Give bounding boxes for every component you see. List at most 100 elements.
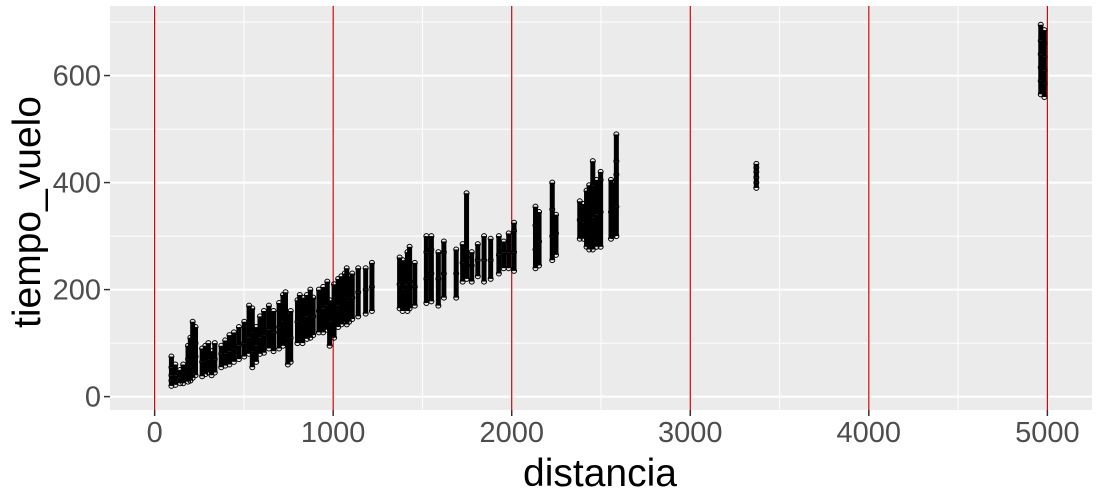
data-point xyxy=(320,283,327,290)
data-point xyxy=(294,318,301,325)
data-points xyxy=(168,21,1048,389)
y-tick-label: 600 xyxy=(53,61,101,93)
data-point xyxy=(511,267,518,274)
data-point xyxy=(549,206,556,213)
data-point xyxy=(310,332,317,339)
x-tick-label: 3000 xyxy=(658,417,723,449)
data-point xyxy=(474,273,481,280)
data-point xyxy=(511,249,518,256)
data-point xyxy=(435,302,442,309)
data-point xyxy=(331,334,338,341)
data-point xyxy=(511,219,518,226)
data-point xyxy=(218,342,225,349)
data-point xyxy=(487,257,494,264)
data-point xyxy=(487,235,494,242)
data-point xyxy=(1041,27,1048,34)
data-point xyxy=(463,275,470,282)
data-point xyxy=(276,299,283,306)
data-point xyxy=(435,249,442,256)
data-point xyxy=(253,342,260,349)
data-point xyxy=(192,372,199,379)
data-point xyxy=(549,257,556,264)
x-tick-label: 4000 xyxy=(837,417,902,449)
data-point xyxy=(299,294,306,301)
data-point xyxy=(343,265,350,272)
data-point xyxy=(532,222,539,229)
data-point xyxy=(260,349,267,356)
data-point xyxy=(324,302,331,309)
data-point xyxy=(468,278,475,285)
data-point xyxy=(399,257,406,264)
data-point xyxy=(536,238,543,245)
data-point xyxy=(241,318,248,325)
data-point xyxy=(583,187,590,194)
data-point xyxy=(576,235,583,242)
data-point xyxy=(474,257,481,264)
data-point xyxy=(536,262,543,269)
data-point xyxy=(406,305,413,312)
data-point xyxy=(168,372,175,379)
data-point xyxy=(230,329,237,336)
data-point xyxy=(282,340,289,347)
data-point xyxy=(593,176,600,183)
reference-lines xyxy=(154,6,1048,410)
data-point xyxy=(423,275,430,282)
data-point xyxy=(246,334,253,341)
data-point xyxy=(428,270,435,277)
data-point xyxy=(294,297,301,304)
data-point xyxy=(303,291,310,298)
data-point xyxy=(324,326,331,333)
data-point xyxy=(583,217,590,224)
data-point xyxy=(597,176,604,183)
data-point xyxy=(249,364,256,371)
data-point xyxy=(428,246,435,253)
data-point xyxy=(187,364,194,371)
data-point xyxy=(609,179,616,186)
data-point xyxy=(199,358,206,365)
data-point xyxy=(192,340,199,347)
data-point xyxy=(270,329,277,336)
data-point xyxy=(331,281,338,288)
data-point xyxy=(463,190,470,197)
data-point xyxy=(463,254,470,261)
data-point xyxy=(270,348,277,355)
data-point xyxy=(211,369,218,376)
data-point xyxy=(474,241,481,248)
data-point xyxy=(315,286,322,293)
data-point xyxy=(241,340,248,347)
data-point xyxy=(468,249,475,256)
data-point xyxy=(230,358,237,365)
x-tick-label: 0 xyxy=(147,417,163,449)
data-point xyxy=(597,243,604,250)
data-point xyxy=(253,358,260,365)
data-point xyxy=(453,270,460,277)
y-axis-title: tiempo_vuelo xyxy=(6,96,49,328)
data-point xyxy=(459,241,466,248)
data-point xyxy=(404,249,411,256)
data-point xyxy=(211,340,218,347)
data-point xyxy=(586,182,593,189)
data-point xyxy=(276,345,283,352)
data-point xyxy=(597,168,604,175)
data-point xyxy=(368,283,375,290)
data-point xyxy=(205,356,212,363)
data-point xyxy=(338,299,345,306)
data-point xyxy=(553,251,560,258)
data-point xyxy=(280,318,287,325)
data-point xyxy=(1037,21,1044,28)
data-point xyxy=(355,289,362,296)
data-point xyxy=(553,211,560,218)
data-point xyxy=(249,305,256,312)
data-point xyxy=(613,158,620,165)
data-point xyxy=(613,171,620,178)
data-point xyxy=(189,318,196,325)
data-point xyxy=(609,233,616,240)
data-point xyxy=(495,251,502,258)
x-tick-label: 1000 xyxy=(301,417,366,449)
data-point xyxy=(331,308,338,315)
data-point xyxy=(453,294,460,301)
data-point xyxy=(168,364,175,371)
data-point xyxy=(481,233,488,240)
data-point xyxy=(265,345,272,352)
